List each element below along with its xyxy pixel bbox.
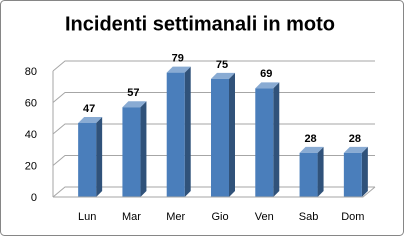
bar-top	[211, 72, 235, 79]
value-label: 75	[216, 59, 228, 71]
value-label: 28	[349, 133, 361, 145]
grid-line	[52, 60, 375, 72]
value-label: 28	[304, 133, 316, 145]
y-tick-label: 80	[25, 66, 37, 78]
bar-side	[361, 146, 368, 197]
value-label: 79	[172, 52, 184, 64]
bar-top	[255, 82, 280, 89]
bar-side	[229, 72, 235, 197]
x-tick-label: Dom	[341, 211, 364, 223]
bar	[122, 101, 147, 197]
value-label: 69	[260, 68, 272, 80]
bar	[299, 146, 324, 197]
bar-front	[166, 72, 185, 197]
bar-front	[122, 107, 141, 197]
y-tick-label: 20	[25, 160, 37, 172]
bar	[211, 72, 235, 197]
y-tick-label: 40	[25, 129, 37, 141]
bar-side	[273, 82, 280, 197]
value-label: 57	[127, 87, 139, 99]
x-tick-label: Lun	[78, 211, 96, 223]
chart-title: Incidenti settimanali in moto	[65, 13, 335, 35]
x-tick-label: Sab	[299, 211, 319, 223]
bar-front	[255, 88, 274, 197]
bar	[255, 82, 280, 197]
bar-top	[299, 146, 324, 153]
bar-top	[78, 116, 103, 123]
bar-front	[343, 152, 362, 197]
bar-side	[184, 66, 191, 197]
x-tick-label: Mer	[166, 211, 185, 223]
x-tick-label: Gio	[211, 211, 228, 223]
bar	[166, 66, 191, 197]
floor-edge	[53, 186, 376, 198]
bar-front	[78, 122, 97, 197]
bar	[343, 146, 368, 197]
bar-side	[317, 146, 324, 197]
x-tick-label: Ven	[255, 211, 274, 223]
x-tick-label: Mar	[122, 211, 141, 223]
y-tick-label: 60	[25, 97, 37, 109]
value-label: 47	[83, 103, 95, 115]
bar-front	[211, 78, 229, 197]
bar-top	[122, 101, 147, 108]
bar-side	[96, 116, 103, 197]
y-tick-label: 0	[31, 192, 37, 204]
bar-front	[299, 152, 318, 197]
bar-top	[343, 146, 368, 153]
bar-top	[166, 66, 191, 73]
bar	[78, 116, 103, 197]
bar-side	[140, 101, 147, 197]
